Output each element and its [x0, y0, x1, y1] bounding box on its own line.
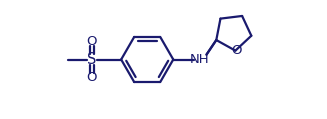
Text: O: O: [87, 35, 97, 48]
Text: O: O: [87, 71, 97, 84]
Text: NH: NH: [190, 53, 210, 66]
Text: O: O: [231, 44, 242, 57]
Text: S: S: [87, 52, 96, 67]
